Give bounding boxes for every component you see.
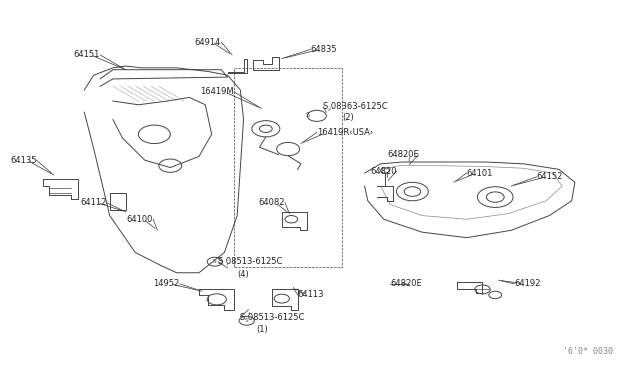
Text: 16419R‹USA›: 16419R‹USA› — [317, 128, 373, 137]
Text: 16419M: 16419M — [200, 87, 234, 96]
Text: S: S — [245, 318, 248, 323]
Text: S: S — [213, 259, 217, 264]
Text: 14952: 14952 — [154, 279, 180, 288]
Text: 64820E: 64820E — [387, 150, 419, 159]
Text: 64082: 64082 — [259, 198, 285, 207]
Text: 64820E: 64820E — [390, 279, 422, 288]
Text: (1): (1) — [256, 325, 268, 334]
Text: 64192: 64192 — [515, 279, 541, 288]
Text: 64112: 64112 — [80, 198, 106, 207]
Text: 64835: 64835 — [310, 45, 337, 54]
Text: 64914: 64914 — [195, 38, 221, 46]
Text: 64152: 64152 — [537, 172, 563, 181]
Text: 64113: 64113 — [298, 291, 324, 299]
Text: '6'0* 0030: '6'0* 0030 — [563, 347, 613, 356]
Text: S: S — [305, 112, 309, 118]
Text: 64151: 64151 — [74, 51, 100, 60]
Text: 64100: 64100 — [127, 215, 153, 224]
Text: (4): (4) — [237, 270, 249, 279]
Text: S 08513-6125C: S 08513-6125C — [241, 312, 305, 321]
Text: 64820: 64820 — [370, 167, 396, 176]
Text: S 08363-6125C: S 08363-6125C — [323, 102, 388, 111]
Text: 64101: 64101 — [467, 169, 493, 177]
Text: 64135: 64135 — [10, 155, 36, 165]
Text: S 08513-6125C: S 08513-6125C — [218, 257, 282, 266]
Text: (2): (2) — [342, 113, 354, 122]
